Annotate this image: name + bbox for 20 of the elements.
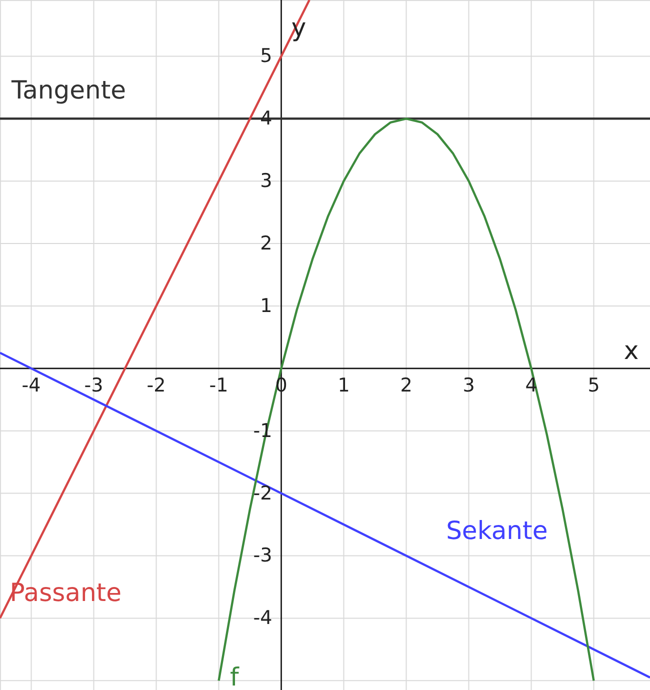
series-label: Passante [10, 578, 122, 608]
series-label: Tangente [10, 76, 126, 105]
x-tick-label: 3 [462, 374, 475, 396]
series-label: f [230, 662, 240, 690]
y-tick-label: 2 [260, 232, 272, 255]
x-axis-title: x [624, 336, 639, 365]
x-tick-label: -1 [209, 374, 228, 396]
y-tick-label: -2 [253, 482, 272, 504]
y-tick-label: -3 [253, 544, 272, 567]
x-tick-label: -4 [22, 374, 41, 396]
y-tick-label: 1 [260, 294, 272, 317]
y-tick-label: -4 [253, 607, 272, 630]
y-tick-label: 3 [260, 170, 272, 192]
y-tick-label: 5 [260, 45, 272, 68]
x-tick-label: 5 [588, 374, 600, 396]
x-tick-label: -2 [146, 374, 166, 396]
x-tick-label: 2 [400, 374, 412, 396]
x-tick-label: -3 [84, 374, 104, 396]
x-tick-label: 1 [338, 374, 350, 396]
series-label: Sekante [446, 516, 548, 545]
